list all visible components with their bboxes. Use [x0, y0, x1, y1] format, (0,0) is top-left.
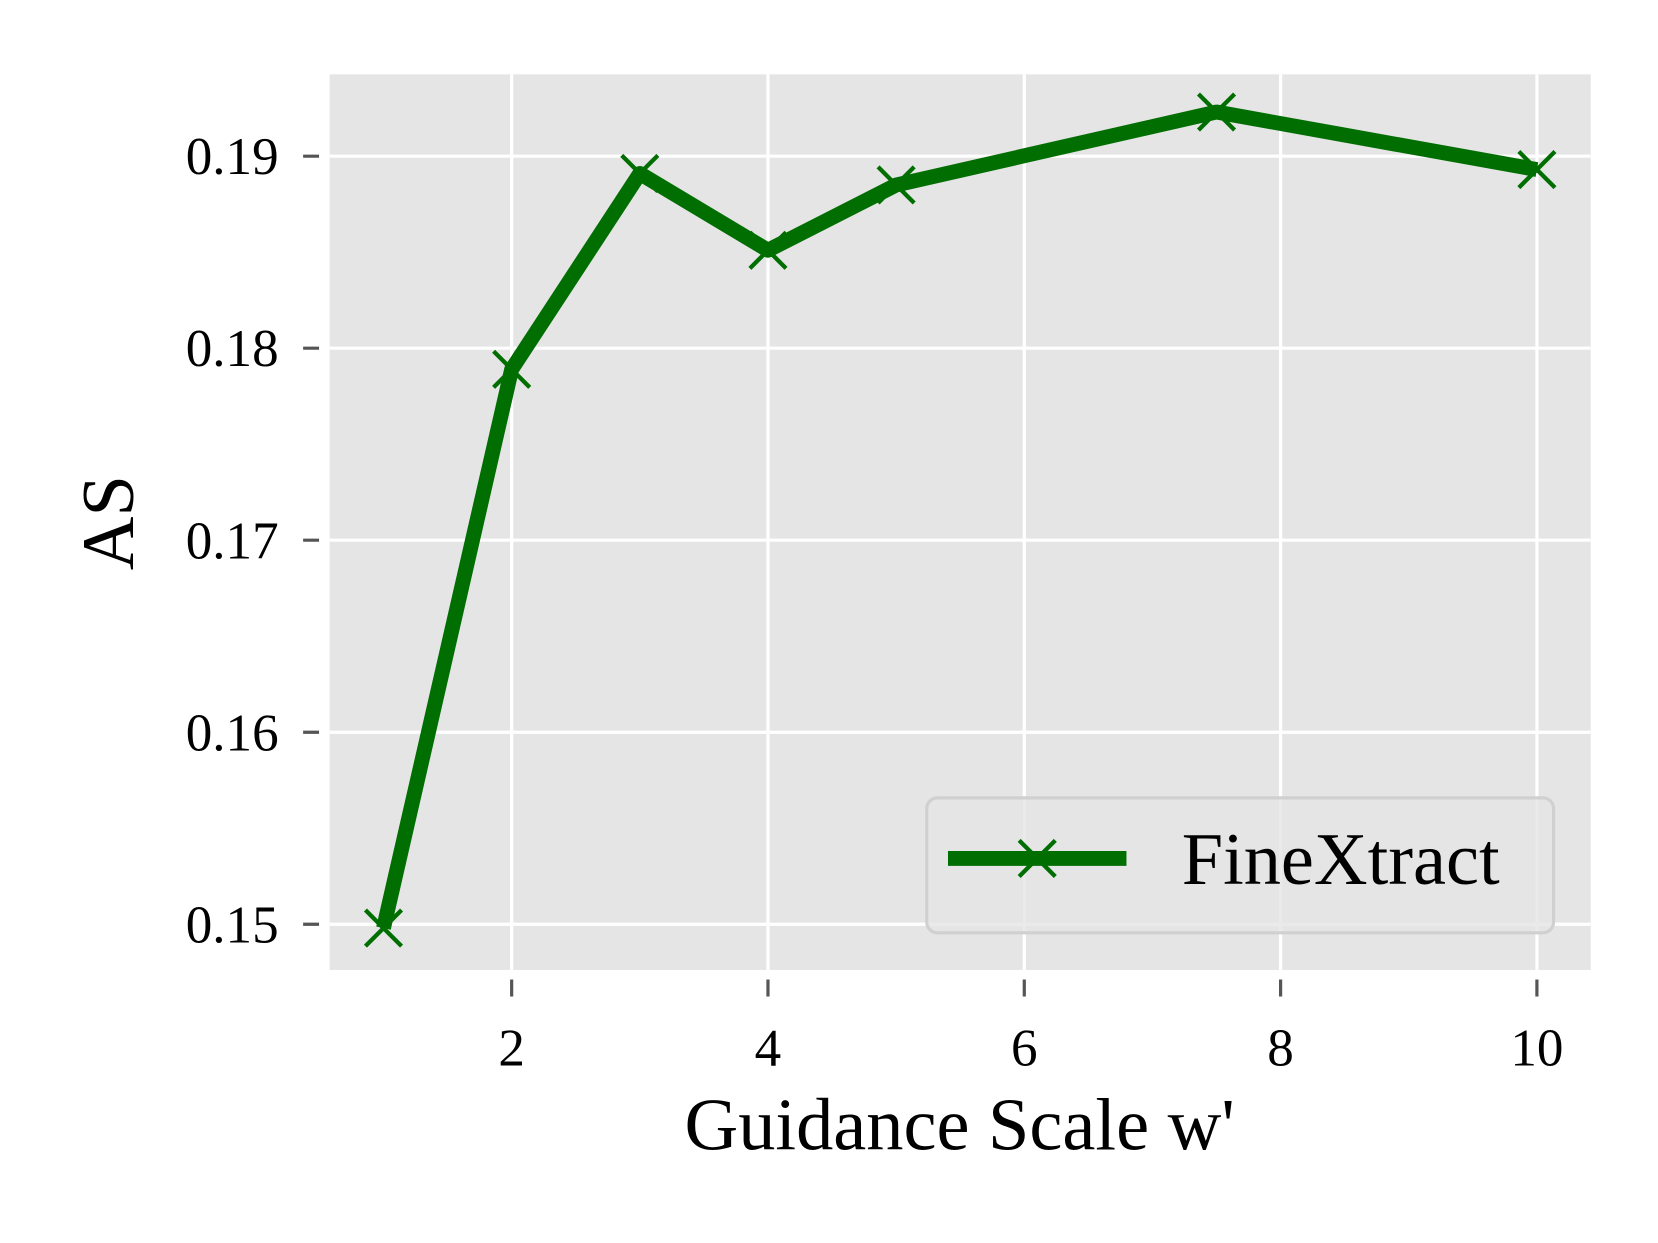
x-axis-label: Guidance Scale w': [685, 1085, 1235, 1167]
marker: [492, 349, 532, 389]
y-tick-label: 0.18: [186, 320, 279, 378]
legend-label: FineXtract: [1182, 819, 1500, 901]
marker: [1517, 150, 1557, 190]
y-tick-label: 0.16: [186, 704, 279, 762]
x-tick-label: 6: [1011, 1020, 1038, 1078]
y-tick-label: 0.17: [186, 512, 279, 570]
marker: [620, 153, 660, 194]
marker: [1196, 92, 1237, 132]
marker: [876, 165, 916, 205]
x-tick-label: 8: [1267, 1020, 1294, 1078]
marker: [363, 908, 404, 948]
legend-box: [925, 796, 1556, 935]
y-axis-label: AS: [68, 475, 150, 570]
x-tick-label: 10: [1510, 1020, 1563, 1078]
marker: [1017, 838, 1057, 878]
y-tick-label: 0.15: [186, 896, 279, 954]
x-tick-label: 4: [755, 1020, 782, 1078]
marker: [748, 230, 788, 270]
x-tick-label: 2: [498, 1020, 525, 1078]
y-tick-label: 0.19: [186, 128, 279, 186]
